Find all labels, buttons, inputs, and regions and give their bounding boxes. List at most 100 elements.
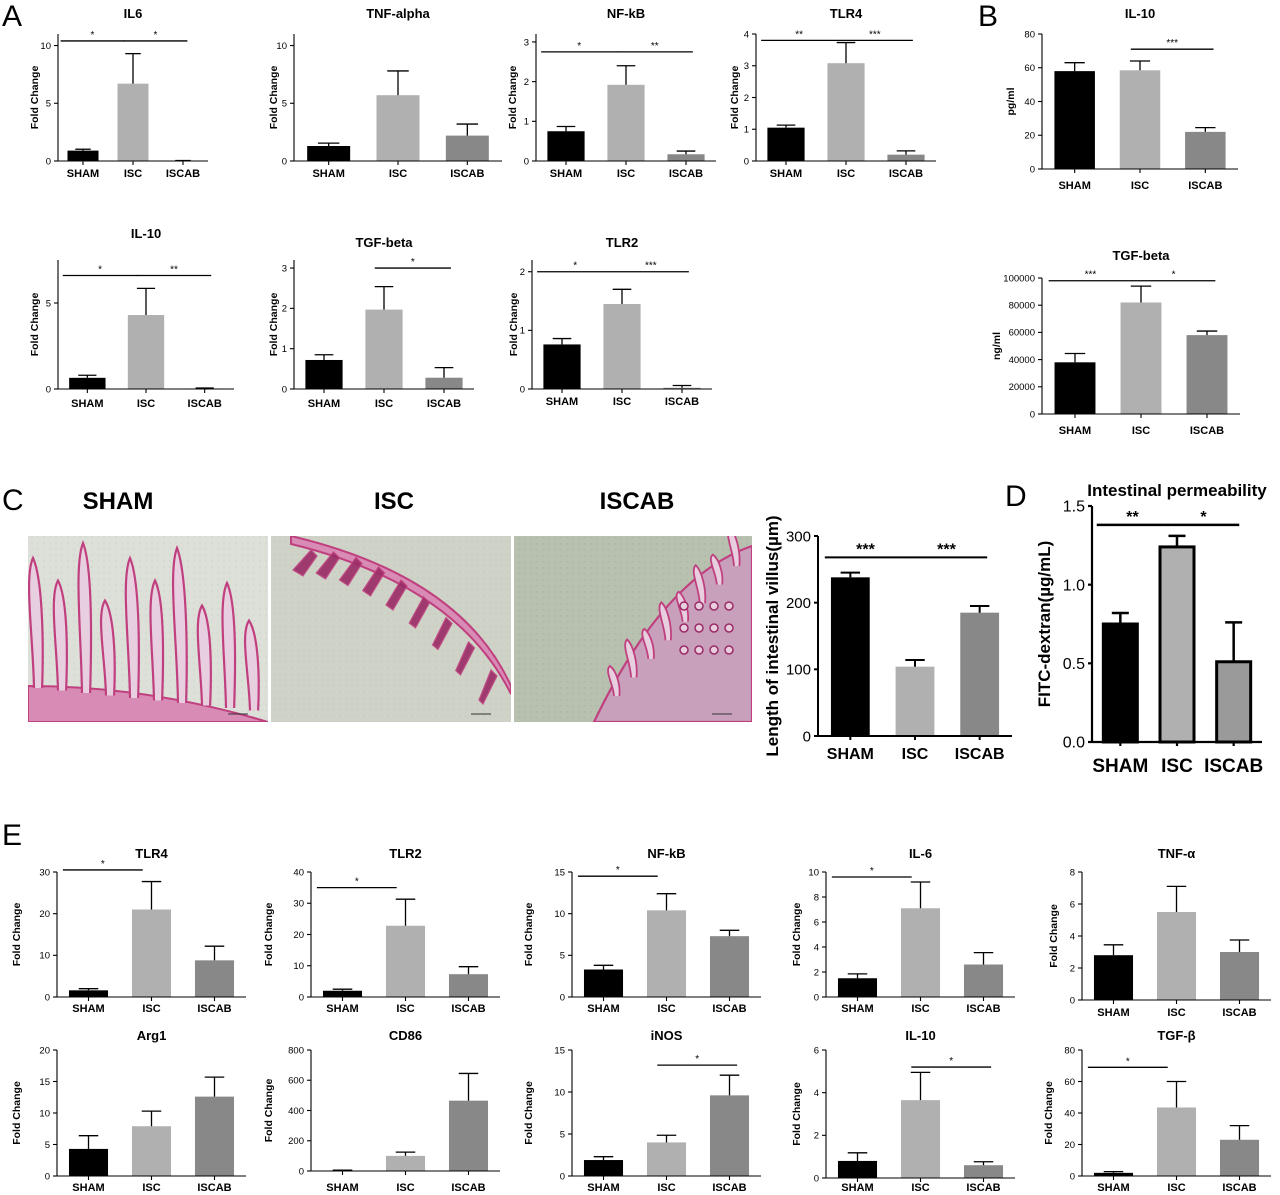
significance-label: ** [170, 264, 178, 275]
y-axis-label: Fold Change [1048, 904, 1060, 968]
y-tick-label: 20 [1064, 1140, 1075, 1151]
significance-label: ** [795, 29, 803, 40]
y-tick-label: 1 [524, 117, 529, 128]
y-tick-label: 15 [554, 1045, 565, 1056]
x-tick-label: SHAM [308, 398, 340, 410]
chart-title: CD86 [389, 1028, 422, 1043]
chart-title: iNOS [651, 1028, 683, 1043]
x-tick-label: ISC [657, 1003, 675, 1015]
y-tick-label: 100000 [1003, 273, 1035, 284]
y-axis-label: Length of intestinal villus(µm) [763, 515, 782, 756]
chart-b2: TGF-beta ng/ml 0 20000 40000 60000 80000 100000… [991, 248, 1240, 437]
chart-title: IL-10 [905, 1028, 935, 1043]
x-tick-label: ISC [1131, 180, 1149, 192]
bar-isc [376, 95, 420, 161]
bar-isc [646, 910, 687, 997]
significance-label: * [949, 1056, 953, 1067]
x-tick-label: ISCAB [712, 1182, 746, 1194]
bar-sham [1054, 362, 1096, 414]
y-axis-label: Fold Change [268, 293, 280, 357]
chart-title: IL6 [124, 6, 143, 21]
y-tick-label: 6 [1070, 899, 1075, 910]
bar-isc [385, 1155, 426, 1171]
x-tick-label: SHAM [827, 746, 874, 763]
y-tick-label: 1.0 [1063, 577, 1085, 594]
x-tick-label: ISCAB [889, 168, 923, 180]
significance-label: * [98, 264, 102, 275]
x-tick-label: ISC [389, 168, 407, 180]
bar-sham [1101, 622, 1139, 744]
chart-title: IL-10 [1125, 6, 1155, 21]
x-tick-label: ISCAB [197, 1003, 231, 1015]
y-tick-label: 20 [39, 909, 50, 920]
bar-iscab [194, 1096, 235, 1176]
y-tick-label: 3 [744, 61, 749, 72]
y-tick-label: 80000 [1009, 301, 1035, 312]
y-tick-label: 0 [560, 992, 565, 1003]
bar-isc [127, 315, 165, 389]
y-axis-label: Fold Change [11, 1081, 23, 1145]
y-tick-label: 5 [560, 1129, 565, 1140]
significance-label: *** [856, 541, 875, 558]
y-tick-label: 0 [1030, 409, 1035, 420]
x-tick-label: ISCAB [712, 1003, 746, 1015]
y-tick-label: 2 [282, 304, 287, 315]
x-tick-label: ISC [396, 1003, 414, 1015]
x-tick-label: SHAM [587, 1003, 619, 1015]
x-tick-label: ISC [137, 398, 155, 410]
x-tick-label: SHAM [72, 1003, 104, 1015]
chart-title: TNF-α [1158, 846, 1196, 861]
chart-title: NF-kB [647, 846, 685, 861]
chart-title: IL-10 [131, 226, 161, 241]
chart-title: TLR4 [135, 846, 168, 861]
bar-sham [837, 978, 878, 997]
y-tick-label: 40000 [1009, 355, 1035, 366]
y-tick-label: 5 [282, 99, 287, 110]
bar-sham [1054, 71, 1095, 169]
x-tick-label: SHAM [1058, 180, 1090, 192]
y-tick-label: 3 [524, 37, 529, 48]
bar-iscab [1215, 660, 1253, 744]
bar-sham [830, 577, 870, 736]
y-tick-label: 20 [39, 1045, 50, 1056]
y-tick-label: 8 [1070, 867, 1075, 878]
significance-label: * [1172, 270, 1176, 281]
x-tick-label: SHAM [1059, 425, 1091, 437]
y-tick-label: 5 [560, 951, 565, 962]
bar-iscab [887, 154, 925, 161]
bar-isc [1119, 70, 1161, 169]
y-tick-label: 0 [282, 156, 287, 167]
x-tick-label: SHAM [550, 168, 582, 180]
x-tick-label: SHAM [326, 1003, 358, 1015]
y-tick-label: 0.0 [1063, 735, 1085, 752]
y-axis-label: Fold Change [523, 903, 535, 967]
significance-label: * [616, 865, 620, 876]
y-axis-label: Fold Change [29, 66, 41, 130]
significance-label: * [91, 30, 95, 41]
chart-e3: NF-kB Fold Change 0 5 10 15 SHAM ISC ISCAB * [523, 846, 761, 1015]
bar-sham [543, 344, 581, 389]
x-tick-label: ISC [1132, 425, 1150, 437]
bar-isc [900, 908, 941, 997]
y-tick-label: 10 [554, 1087, 565, 1098]
x-tick-label: ISCAB [966, 1003, 1000, 1015]
y-tick-label: 0 [45, 1171, 50, 1182]
y-tick-label: 4 [814, 942, 819, 953]
bar-sham [305, 359, 343, 389]
y-tick-label: 40 [293, 867, 304, 878]
x-tick-label: ISCAB [1204, 756, 1263, 777]
y-tick-label: 20 [293, 930, 304, 941]
chart-e4: IL-6 Fold Change 0 2 4 6 8 10 SHAM ISC ISCAB * [791, 846, 1015, 1015]
micrograph-title-isc: ISC [374, 488, 414, 515]
significance-label: ** [1126, 509, 1139, 526]
chart-e1: TLR4 Fold Change 0 10 20 30 SHAM ISC ISCAB * [11, 846, 246, 1015]
y-tick-label: 1 [520, 326, 525, 337]
x-tick-label: SHAM [770, 168, 802, 180]
x-tick-label: SHAM [1097, 1182, 1129, 1194]
y-tick-label: 10 [293, 961, 304, 972]
x-tick-label: ISC [613, 396, 631, 408]
x-tick-label: SHAM [841, 1182, 873, 1194]
y-axis-label: Fold Change [11, 903, 23, 967]
